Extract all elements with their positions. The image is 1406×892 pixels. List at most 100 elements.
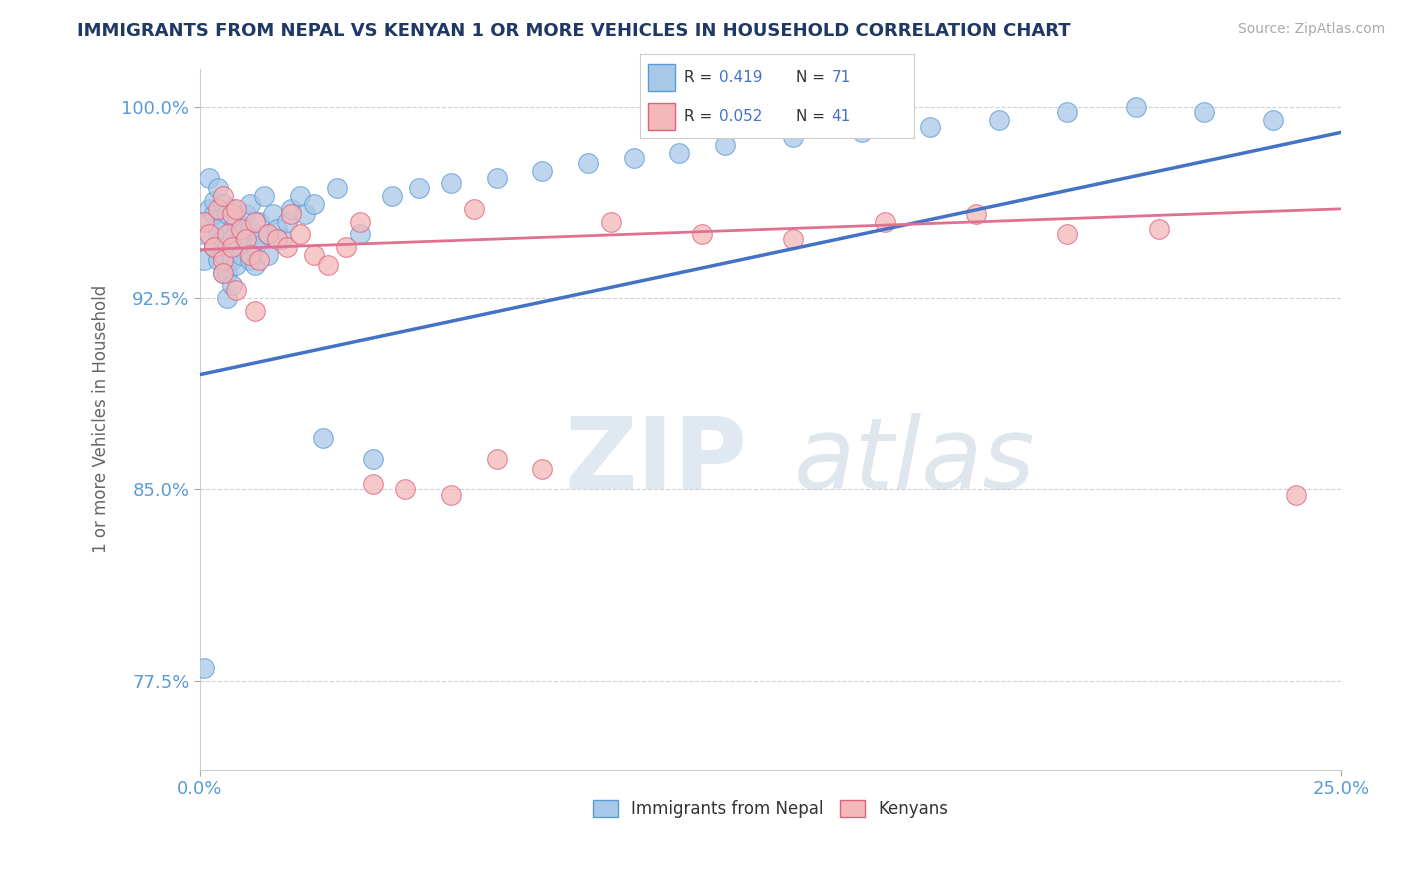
Point	[229, 227, 252, 242]
Point	[221, 207, 243, 221]
Point	[782, 232, 804, 246]
Point	[198, 202, 221, 216]
Point	[987, 112, 1010, 127]
Point	[207, 222, 229, 236]
Point	[440, 487, 463, 501]
Point	[202, 194, 225, 209]
Point	[408, 181, 430, 195]
Text: 0.419: 0.419	[720, 70, 762, 85]
Point	[221, 232, 243, 246]
Point	[576, 156, 599, 170]
Point	[207, 252, 229, 267]
Point	[221, 202, 243, 216]
Text: R =: R =	[683, 70, 711, 85]
Point	[485, 171, 508, 186]
Point	[211, 252, 233, 267]
Point	[668, 145, 690, 160]
Point	[1056, 104, 1078, 119]
Point	[485, 451, 508, 466]
Point	[302, 196, 325, 211]
Text: R =: R =	[683, 109, 711, 124]
Point	[193, 252, 215, 267]
Point	[276, 240, 298, 254]
Point	[381, 189, 404, 203]
Point	[225, 240, 247, 254]
Point	[235, 232, 257, 246]
Point	[262, 207, 284, 221]
Point	[211, 189, 233, 203]
Point	[280, 207, 302, 221]
Point	[225, 284, 247, 298]
Point	[221, 252, 243, 267]
Point	[225, 258, 247, 272]
Point	[193, 227, 215, 242]
Point	[335, 240, 357, 254]
Point	[217, 227, 239, 242]
Point	[243, 258, 266, 272]
Point	[193, 214, 215, 228]
Point	[280, 202, 302, 216]
Point	[1125, 100, 1147, 114]
Point	[920, 120, 942, 135]
Point	[211, 266, 233, 280]
FancyBboxPatch shape	[648, 63, 675, 91]
Text: ZIP: ZIP	[565, 413, 748, 510]
Point	[873, 214, 896, 228]
Point	[211, 266, 233, 280]
Point	[239, 222, 262, 236]
Point	[257, 227, 280, 242]
Point	[531, 462, 554, 476]
Point	[217, 207, 239, 221]
Point	[394, 483, 416, 497]
Text: Source: ZipAtlas.com: Source: ZipAtlas.com	[1237, 22, 1385, 37]
Point	[221, 222, 243, 236]
Text: 41: 41	[832, 109, 851, 124]
FancyBboxPatch shape	[648, 103, 675, 130]
Point	[221, 278, 243, 293]
Point	[257, 227, 280, 242]
Point	[202, 240, 225, 254]
Text: 71: 71	[832, 70, 851, 85]
Point	[211, 232, 233, 246]
Point	[531, 163, 554, 178]
Point	[257, 248, 280, 262]
Point	[225, 202, 247, 216]
Point	[247, 232, 270, 246]
Point	[1261, 112, 1284, 127]
Point	[623, 151, 645, 165]
Point	[235, 232, 257, 246]
Point	[225, 214, 247, 228]
Point	[247, 214, 270, 228]
Point	[326, 181, 349, 195]
Point	[290, 227, 312, 242]
Point	[211, 196, 233, 211]
Point	[463, 202, 485, 216]
Point	[239, 196, 262, 211]
Point	[217, 291, 239, 305]
Point	[599, 214, 621, 228]
Y-axis label: 1 or more Vehicles in Household: 1 or more Vehicles in Household	[93, 285, 110, 553]
Point	[294, 207, 316, 221]
Point	[349, 214, 371, 228]
Point	[1194, 104, 1216, 119]
Point	[202, 207, 225, 221]
Point	[349, 227, 371, 242]
Point	[235, 207, 257, 221]
Point	[302, 248, 325, 262]
Text: IMMIGRANTS FROM NEPAL VS KENYAN 1 OR MORE VEHICLES IN HOUSEHOLD CORRELATION CHAR: IMMIGRANTS FROM NEPAL VS KENYAN 1 OR MOR…	[77, 22, 1071, 40]
Point	[207, 202, 229, 216]
Point	[253, 189, 276, 203]
Point	[217, 266, 239, 280]
Point	[316, 258, 339, 272]
Point	[198, 171, 221, 186]
Point	[243, 240, 266, 254]
Point	[247, 252, 270, 267]
Point	[243, 214, 266, 228]
Text: 0.052: 0.052	[720, 109, 762, 124]
Point	[243, 303, 266, 318]
Point	[211, 248, 233, 262]
Point	[198, 227, 221, 242]
Point	[271, 232, 294, 246]
Text: atlas: atlas	[793, 413, 1035, 510]
Point	[193, 661, 215, 675]
